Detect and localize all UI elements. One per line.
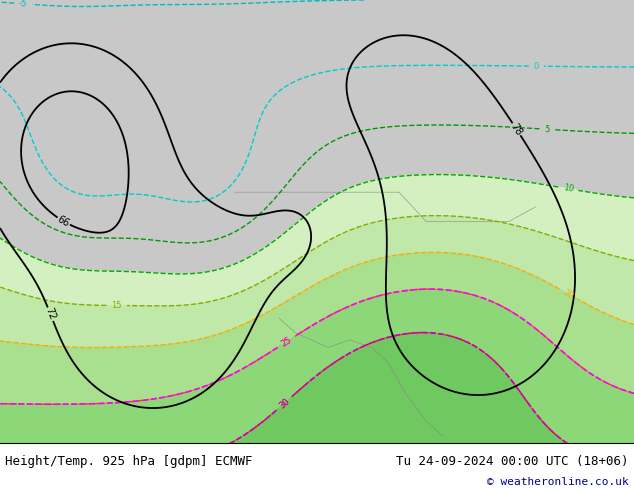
- Text: Tu 24-09-2024 00:00 UTC (18+06): Tu 24-09-2024 00:00 UTC (18+06): [396, 455, 629, 467]
- Text: -5: -5: [19, 0, 28, 8]
- Text: 25: 25: [280, 335, 293, 348]
- Text: 72: 72: [44, 307, 58, 322]
- Text: 30: 30: [277, 396, 291, 410]
- Text: 15: 15: [112, 301, 122, 310]
- Text: 0: 0: [534, 62, 539, 71]
- Text: 20: 20: [562, 288, 575, 300]
- Text: 66: 66: [56, 214, 72, 229]
- Text: 25: 25: [280, 335, 293, 348]
- Text: 30: 30: [277, 396, 291, 410]
- Text: 78: 78: [509, 122, 524, 137]
- Text: Height/Temp. 925 hPa [gdpm] ECMWF: Height/Temp. 925 hPa [gdpm] ECMWF: [5, 455, 252, 467]
- Text: 5: 5: [544, 124, 550, 134]
- Text: © weatheronline.co.uk: © weatheronline.co.uk: [487, 477, 629, 487]
- Text: 10: 10: [562, 183, 574, 194]
